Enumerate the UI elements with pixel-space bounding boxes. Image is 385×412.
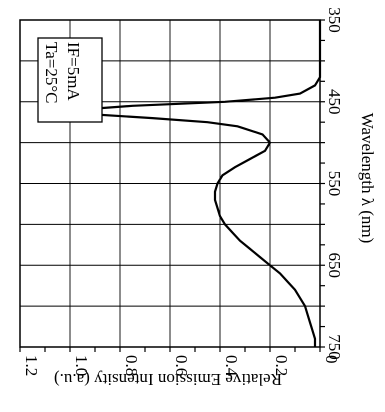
wavelength-tick-label: 650 bbox=[325, 253, 344, 279]
annotation-current: IF=5mA bbox=[64, 42, 83, 101]
y-axis-label: Relative Emission Intensity (a.u.) bbox=[54, 370, 282, 389]
intensity-tick-label: 0.2 bbox=[272, 355, 291, 376]
intensity-tick-label: 0 bbox=[322, 355, 341, 364]
annotation-box bbox=[37, 37, 103, 123]
annotation-temperature: Ta=25°C bbox=[42, 42, 61, 103]
wavelength-tick-labels: 350 450 550 650 750 bbox=[325, 7, 344, 360]
intensity-tick-label: 0.4 bbox=[222, 355, 241, 377]
intensity-tick-label: 1.2 bbox=[22, 355, 41, 376]
wavelength-tick-label: 750 bbox=[325, 334, 344, 360]
intensity-tick-label: 1.0 bbox=[72, 355, 91, 376]
intensity-tick-label: 0.6 bbox=[172, 355, 191, 376]
wavelength-tick-label: 450 bbox=[325, 89, 344, 115]
x-axis-label: Wavelength λ (nm) bbox=[358, 113, 377, 244]
conditions-annotation: Ta=25°C IF=5mA bbox=[37, 37, 103, 123]
intensity-tick-label: 0.8 bbox=[122, 355, 141, 376]
intensity-tick-labels: 0 0.2 0.4 0.6 0.8 1.0 1.2 bbox=[22, 355, 341, 377]
emission-spectrum-line bbox=[69, 20, 322, 347]
wavelength-tick-label: 350 bbox=[325, 7, 344, 33]
wavelength-tick-label: 550 bbox=[325, 171, 344, 197]
